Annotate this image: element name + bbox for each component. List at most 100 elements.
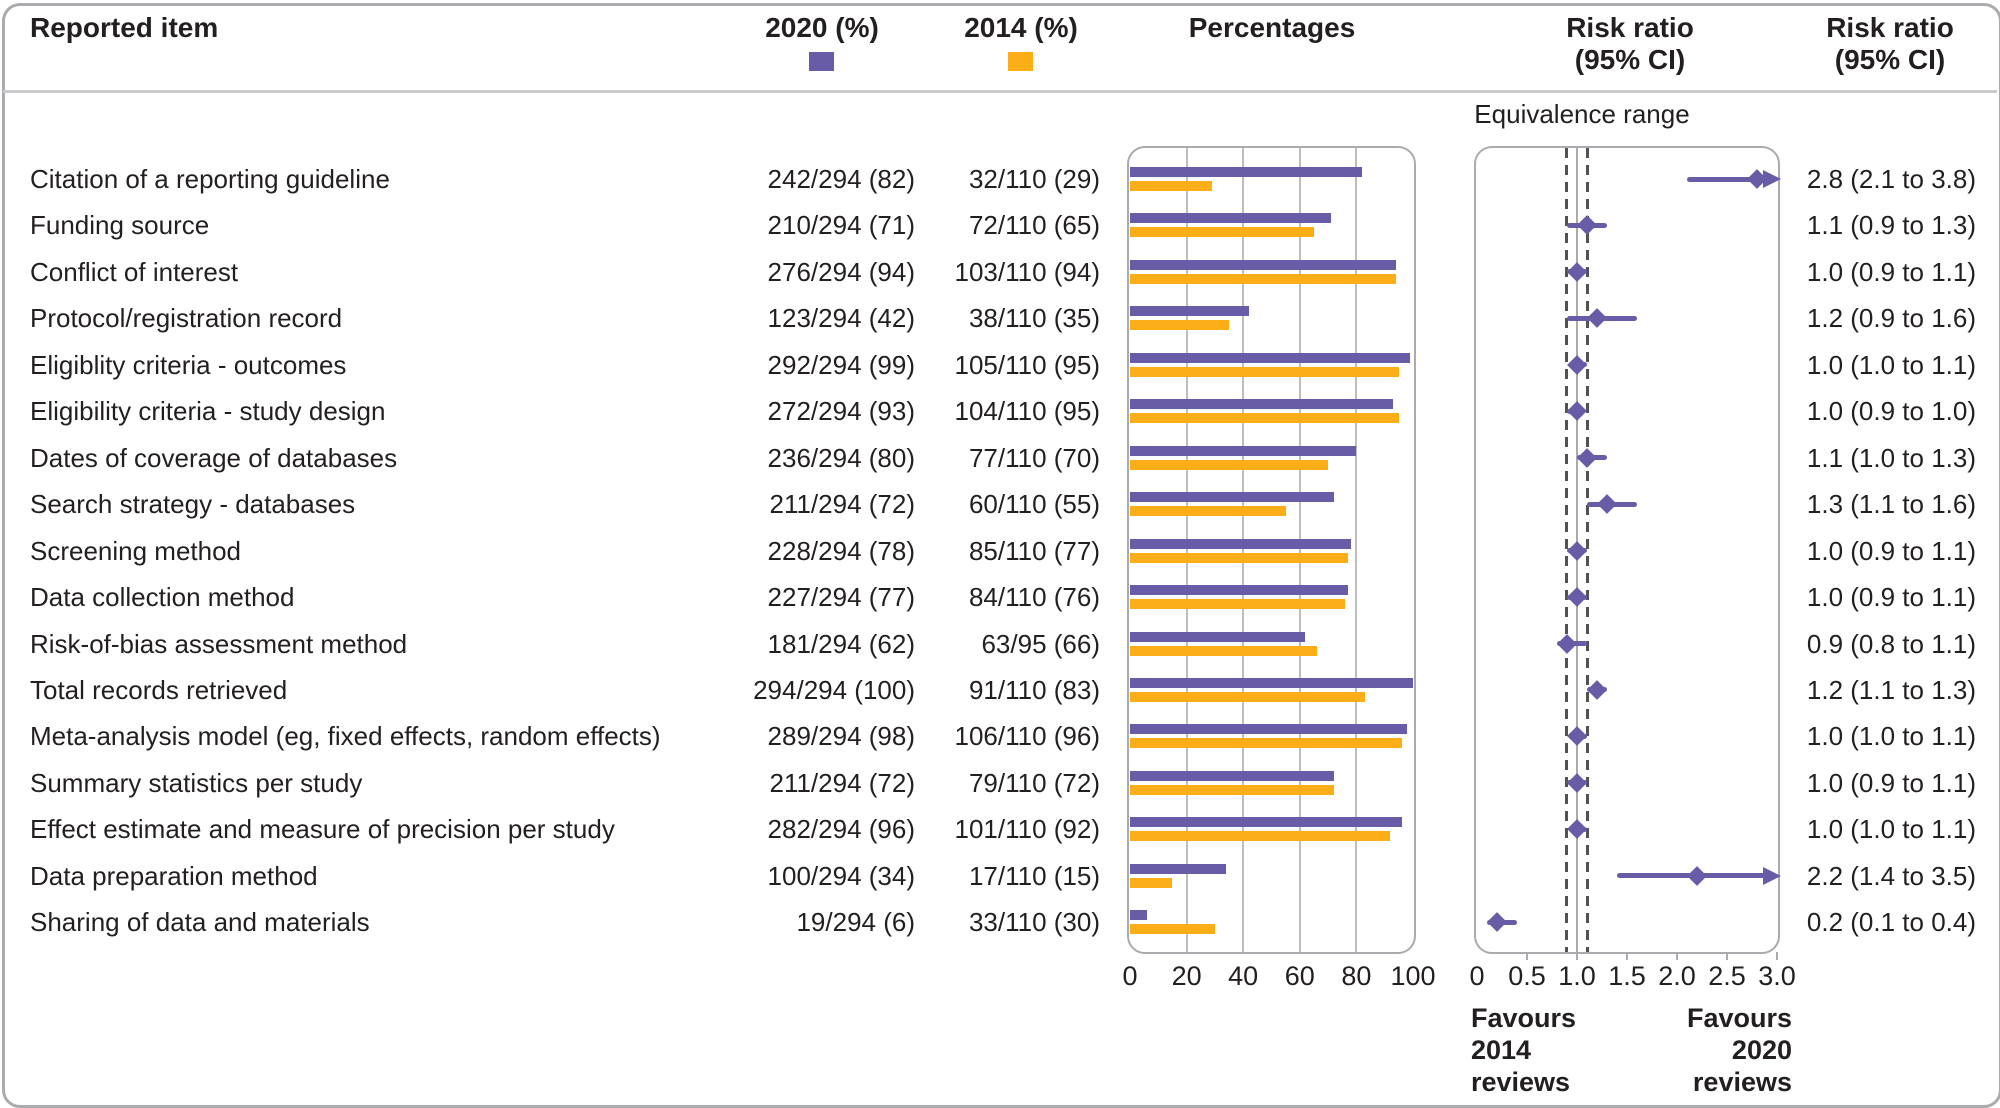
percent-axis-tick-label: 20 [1171, 961, 1202, 991]
equivalence-upper-line [1586, 148, 1589, 952]
favours-2020-label: Favours 2020 reviews [1686, 1003, 1792, 1097]
risk-ratio-value: 1.0 (1.0 to 1.1) [1806, 814, 1976, 845]
value-2020: 227/294 (77) [767, 582, 915, 613]
value-2020: 123/294 (42) [767, 303, 915, 334]
rr-axis-tick [1576, 952, 1578, 960]
bar-2020 [1130, 213, 1331, 224]
bar-2014 [1130, 691, 1365, 702]
percent-axis-tick-label: 40 [1228, 961, 1259, 991]
bar-2020 [1130, 167, 1363, 177]
value-2014: 79/110 (72) [968, 767, 1100, 798]
percent-gridline [1355, 148, 1358, 952]
risk-ratio-header-line1: Risk ratio [1566, 12, 1694, 43]
legend-2014-swatch-icon [1008, 52, 1033, 71]
bar-2020 [1130, 631, 1306, 642]
bar-2020 [1130, 492, 1334, 503]
bar-2020 [1130, 352, 1411, 363]
bar-2020 [1130, 770, 1334, 781]
value-2020: 211/294 (72) [769, 767, 915, 798]
value-2020: 276/294 (94) [767, 256, 915, 287]
rr-axis-tick [1726, 952, 1728, 960]
risk-ratio-panel [1474, 146, 1780, 954]
risk-ratio-value: 1.1 (1.0 to 1.3) [1806, 442, 1976, 473]
risk-ratio-header-line1: Risk ratio [1826, 12, 1954, 43]
bar-2020 [1130, 677, 1413, 688]
rr-axis-tick [1776, 952, 1778, 960]
value-2020: 292/294 (99) [767, 349, 915, 380]
value-2014: 104/110 (95) [954, 396, 1100, 427]
value-2020: 242/294 (82) [767, 164, 915, 194]
percent-axis-tick-label: 80 [1341, 961, 1372, 991]
bar-2014 [1130, 181, 1213, 191]
bar-2020 [1130, 306, 1249, 317]
value-2014: 72/110 (65) [968, 210, 1100, 241]
percent-gridline [1298, 148, 1301, 952]
value-2014: 105/110 (95) [954, 349, 1100, 380]
value-2014: 101/110 (92) [954, 814, 1100, 845]
column-header-percentages: Percentages [1188, 12, 1356, 43]
row-label: Protocol/registration record [30, 303, 343, 334]
row-label: Screening method [30, 535, 242, 566]
row-label: Data preparation method [30, 860, 318, 891]
percent-bar-panel [1127, 146, 1416, 954]
bar-2014 [1130, 506, 1286, 517]
bar-2014 [1130, 366, 1399, 377]
bar-2014 [1130, 877, 1173, 888]
risk-ratio-value: 2.8 (2.1 to 3.8) [1806, 164, 1976, 194]
rr-axis-tick [1626, 952, 1628, 960]
value-2014: 33/110 (30) [968, 907, 1100, 938]
value-2020: 210/294 (71) [767, 210, 915, 241]
column-header-reported-item: Reported item [30, 12, 219, 43]
bar-2014 [1130, 413, 1399, 424]
value-2020: 236/294 (80) [767, 442, 915, 473]
row-label: Eligibility criteria - study design [30, 396, 386, 427]
row-label: Conflict of interest [30, 256, 239, 287]
value-2014: 85/110 (77) [968, 535, 1100, 566]
risk-ratio-value: 1.1 (0.9 to 1.3) [1806, 210, 1976, 241]
risk-ratio-header-line2: (95% CI) [1834, 44, 1946, 75]
risk-ratio-value: 1.0 (1.0 to 1.1) [1806, 349, 1976, 380]
bar-2014 [1130, 227, 1314, 238]
percent-gridline [1242, 148, 1245, 952]
bar-2020 [1130, 538, 1351, 549]
percent-gridline [1185, 148, 1188, 952]
bar-2020 [1130, 863, 1227, 874]
percent-axis-tick-label: 100 [1390, 961, 1436, 991]
value-2014: 91/110 (83) [968, 674, 1100, 705]
row-label: Funding source [30, 210, 210, 241]
value-2014: 106/110 (96) [954, 721, 1100, 752]
bar-2014 [1130, 599, 1346, 610]
value-2014: 38/110 (35) [968, 303, 1100, 334]
bar-2014 [1130, 924, 1215, 935]
ci-line [1687, 176, 1765, 182]
bar-2020 [1130, 259, 1397, 270]
bar-2020 [1130, 724, 1408, 735]
row-label: Total records retrieved [30, 674, 288, 705]
row-label: Meta-analysis model (eg, fixed effects, … [30, 721, 661, 752]
value-2014: 17/110 (15) [968, 860, 1100, 891]
risk-ratio-value: 1.3 (1.1 to 1.6) [1806, 489, 1976, 520]
bar-2014 [1130, 738, 1402, 749]
equivalence-lower-line [1565, 148, 1568, 952]
rr-axis-tick-label: 1.5 [1608, 961, 1646, 991]
risk-ratio-value: 1.0 (0.9 to 1.0) [1806, 396, 1976, 427]
risk-ratio-value: 1.0 (0.9 to 1.1) [1806, 767, 1976, 798]
row-label: Citation of a reporting guideline [30, 164, 390, 194]
risk-ratio-value: 2.2 (1.4 to 3.5) [1806, 860, 1976, 891]
value-2020: 282/294 (96) [767, 814, 915, 845]
column-header-risk-ratio-values: Risk ratio (95% CI) [1826, 12, 1954, 76]
row-label: Effect estimate and measure of precision… [30, 814, 615, 845]
bar-2014 [1130, 459, 1329, 470]
row-label: Sharing of data and materials [30, 907, 370, 938]
rr-axis-tick-label: 3.0 [1758, 961, 1796, 991]
row-label: Search strategy - databases [30, 489, 356, 520]
rr-axis-tick-label: 0.5 [1508, 961, 1546, 991]
row-label: Data collection method [30, 582, 295, 613]
value-2020: 211/294 (72) [769, 489, 915, 520]
value-2014: 32/110 (29) [968, 164, 1100, 194]
bar-2014 [1130, 320, 1230, 331]
column-header-2020: 2020 (%) [765, 12, 879, 43]
risk-ratio-value: 1.0 (0.9 to 1.1) [1806, 582, 1976, 613]
rr-axis-tick-label: 2.5 [1708, 961, 1746, 991]
